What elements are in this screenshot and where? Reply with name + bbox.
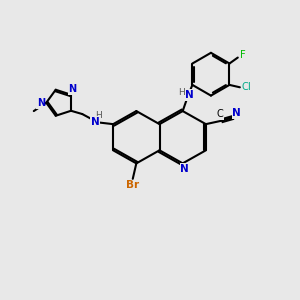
- Text: H: H: [95, 111, 102, 120]
- Text: N: N: [185, 90, 194, 100]
- Text: N: N: [232, 108, 241, 118]
- Text: C: C: [217, 109, 223, 119]
- Text: Br: Br: [126, 180, 139, 190]
- Text: Cl: Cl: [242, 82, 251, 92]
- Text: N: N: [91, 117, 100, 127]
- Text: F: F: [240, 50, 245, 60]
- Text: N: N: [37, 98, 45, 108]
- Text: H: H: [178, 88, 185, 97]
- Text: N: N: [68, 84, 76, 94]
- Text: N: N: [180, 164, 189, 174]
